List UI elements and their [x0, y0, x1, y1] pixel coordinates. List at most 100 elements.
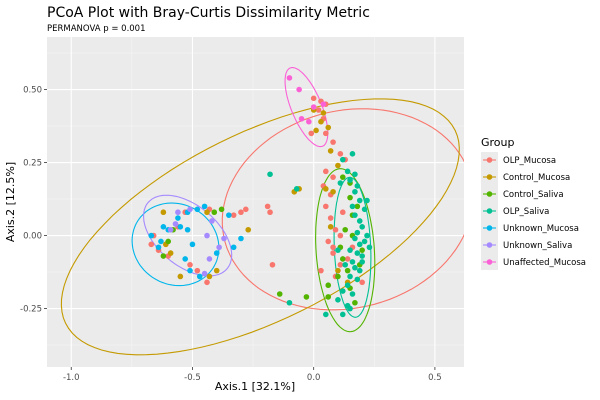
point-control-mucosa [325, 124, 332, 131]
point-control-mucosa [160, 209, 167, 216]
point-olp-saliva [352, 171, 358, 178]
point-control-saliva [160, 253, 167, 259]
x-tick-label: -0.5 [184, 373, 201, 383]
point-olp-saliva [342, 261, 349, 268]
point-unknown-saliva [187, 206, 193, 213]
point-olp-mucosa [148, 241, 155, 248]
point-olp-saliva [361, 206, 368, 213]
point-unknown-mucosa [158, 238, 164, 245]
point-olp-mucosa [308, 130, 315, 137]
point-unknown-mucosa [196, 273, 203, 280]
point-unknown-mucosa [184, 226, 191, 233]
point-olp-saliva [339, 288, 346, 294]
point-olp-saliva [354, 276, 361, 283]
point-control-mucosa [327, 148, 334, 154]
legend-label: Control_Mucosa [503, 173, 570, 183]
ellipse-control-saliva [315, 168, 376, 333]
point-olp-saliva [356, 218, 363, 224]
point-olp-mucosa [337, 261, 344, 268]
point-control-mucosa [335, 267, 341, 274]
point-olp-saliva [352, 188, 358, 195]
legend-label: Unaffected_Mucosa [503, 258, 586, 268]
point-olp-mucosa [315, 107, 322, 113]
point-olp-mucosa [230, 212, 237, 218]
point-olp-mucosa [187, 261, 193, 268]
y-axis: -0.25 0.00 0.25 0.50 [20, 86, 47, 315]
point-control-saliva [303, 294, 310, 300]
legend-key-point [486, 157, 493, 163]
point-unknown-mucosa [230, 244, 237, 251]
ellipse-unknown-saliva [143, 194, 233, 277]
point-control-mucosa [330, 188, 336, 195]
point-olp-mucosa [323, 168, 329, 175]
point-control-saliva [211, 209, 218, 216]
point-unknown-saliva [221, 235, 227, 242]
point-olp-saliva [347, 247, 353, 253]
point-olp-saliva [344, 282, 351, 289]
point-unaffected-mucosa [298, 115, 305, 122]
point-olp-mucosa [204, 279, 210, 286]
point-control-mucosa [335, 162, 341, 169]
point-control-mucosa [167, 250, 174, 256]
point-control-mucosa [204, 209, 210, 216]
point-olp-saliva [356, 267, 363, 274]
x-tick-label: -1.0 [63, 373, 80, 383]
point-control-saliva [359, 247, 365, 253]
point-olp-mucosa [337, 151, 344, 157]
chart-subtitle: PERMANOVA p = 0.001 [47, 24, 146, 34]
y-tick-label: -0.25 [20, 305, 42, 315]
point-olp-mucosa [359, 279, 365, 286]
point-control-mucosa [206, 273, 213, 280]
point-olp-saliva [352, 212, 358, 218]
legend-label: OLP_Mucosa [503, 156, 556, 166]
point-olp-saliva [323, 311, 329, 318]
point-olp-saliva [349, 259, 356, 265]
point-unknown-mucosa [213, 250, 220, 256]
point-olp-saliva [335, 297, 341, 303]
point-olp-mucosa [264, 203, 271, 210]
point-control-mucosa [213, 267, 220, 274]
point-unknown-mucosa [148, 232, 155, 239]
legend-label: Unknown_Mucosa [503, 224, 579, 234]
point-unknown-saliva [175, 209, 181, 216]
x-axis: -1.0 -0.5 0.0 0.5 [63, 367, 442, 383]
point-unaffected-mucosa [310, 104, 317, 110]
point-olp-mucosa [337, 232, 344, 239]
point-olp-mucosa [330, 244, 336, 251]
point-control-saliva [352, 299, 358, 306]
point-olp-mucosa [194, 267, 201, 274]
legend-label: Unknown_Saliva [503, 241, 572, 251]
point-olp-mucosa [310, 95, 317, 102]
x-tick-label: 0.5 [428, 373, 442, 383]
point-olp-mucosa [243, 206, 249, 213]
point-unknown-mucosa [189, 241, 196, 248]
point-unknown-mucosa [194, 206, 201, 213]
chart-title: PCoA Plot with Bray-Curtis Dissimilarity… [47, 5, 370, 21]
point-olp-mucosa [330, 250, 336, 256]
point-olp-mucosa [339, 209, 346, 216]
point-control-mucosa [313, 127, 319, 134]
point-olp-saliva [352, 264, 358, 271]
point-olp-saliva [344, 168, 351, 175]
point-unaffected-mucosa [320, 101, 327, 107]
point-olp-saliva [293, 186, 300, 192]
point-olp-saliva [335, 247, 341, 253]
point-control-saliva [339, 174, 346, 180]
point-unknown-saliva [216, 244, 222, 251]
point-unknown-mucosa [182, 256, 188, 262]
y-tick-label: 0.25 [23, 159, 42, 169]
point-unknown-mucosa [175, 215, 181, 221]
point-olp-saliva [359, 259, 365, 265]
point-olp-mucosa [330, 174, 336, 180]
point-olp-saliva [339, 156, 346, 163]
point-olp-saliva [364, 232, 370, 239]
point-control-saliva [335, 273, 341, 280]
point-unaffected-mucosa [306, 118, 312, 125]
legend-key-point [486, 208, 493, 214]
y-tick-label: 0.50 [23, 86, 42, 96]
legend-label: Control_Saliva [503, 190, 564, 200]
point-olp-saliva [354, 183, 361, 189]
point-olp-saliva [356, 197, 363, 204]
point-olp-saliva [364, 197, 370, 204]
point-control-mucosa [320, 110, 327, 116]
